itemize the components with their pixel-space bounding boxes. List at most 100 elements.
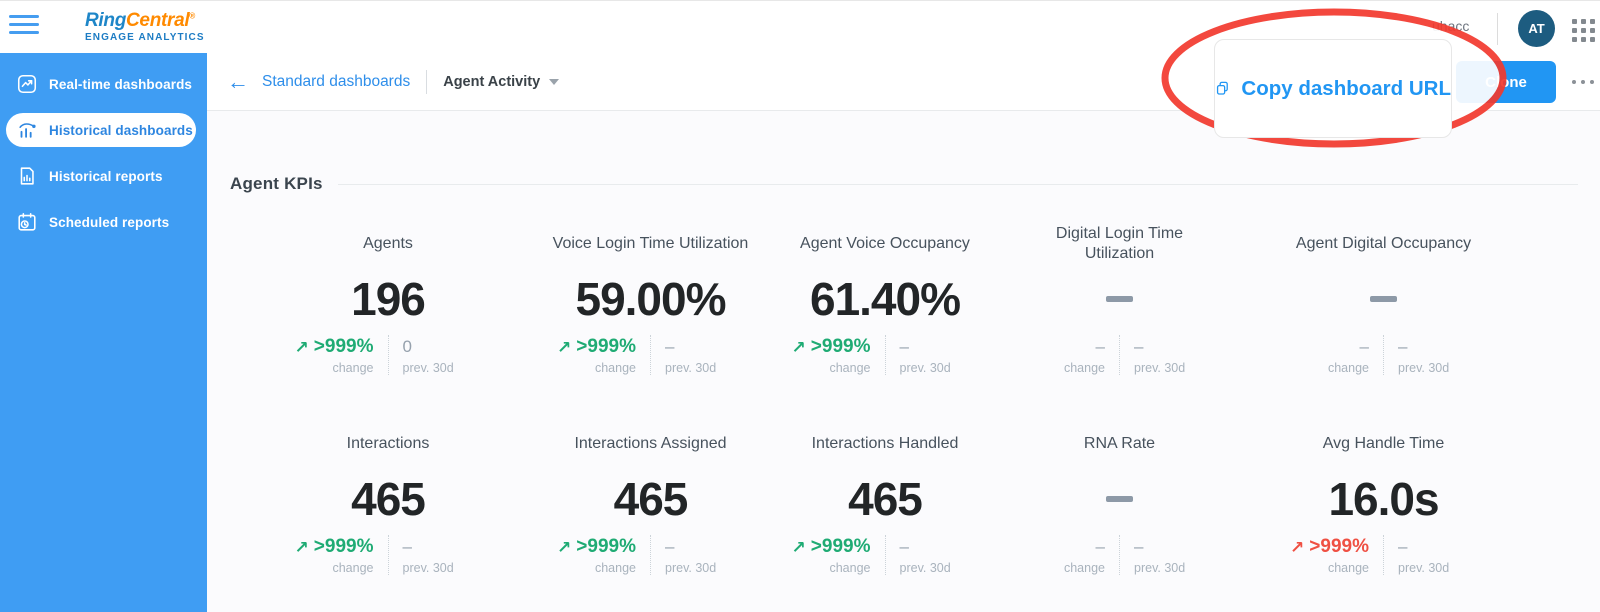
copy-dashboard-url-label: Copy dashboard URL — [1241, 76, 1451, 100]
kpi-previous-caption: prev. 30d — [1134, 361, 1186, 375]
kpi-change-column: – change — [1244, 335, 1384, 375]
no-data-dash — [1106, 496, 1133, 502]
realtime-dashboards-icon — [14, 71, 40, 97]
kpi-change-column: ↗ >999% change — [775, 535, 886, 575]
kpi-card: Voice Login Time Utilization 59.00% ↗ >9… — [526, 221, 775, 375]
account-selector-text[interactable]: uhacc — [1432, 18, 1470, 34]
kpi-change-value: ↗ >999% — [1290, 536, 1369, 557]
kpi-previous-caption: prev. 30d — [1398, 561, 1450, 575]
sidebar-item-historical-reports[interactable]: Historical reports — [6, 159, 196, 193]
apps-grid-icon[interactable] — [1572, 19, 1595, 42]
kpi-value — [1106, 475, 1133, 523]
copy-dashboard-url-button[interactable]: Copy dashboard URL — [1214, 39, 1452, 138]
kpi-change-block: ↗ >999% change – prev. 30d — [526, 535, 775, 575]
kpi-value: 465 — [351, 473, 426, 525]
main-content: Agent KPIs Agents 196 ↗ >999% change 0 p… — [207, 111, 1600, 612]
kpi-label: Avg Handle Time — [1322, 435, 1445, 452]
kpi-value: 16.0s — [1328, 473, 1439, 525]
kpi-card: Agents 196 ↗ >999% change 0 prev. 30d — [250, 221, 526, 375]
hamburger-menu-icon[interactable] — [9, 15, 39, 39]
historical-reports-icon — [14, 163, 40, 189]
trend-arrow-icon: ↗ — [557, 337, 572, 357]
kpi-change-column: – change — [995, 335, 1120, 375]
kpi-grid-row-2: Interactions 465 ↗ >999% change – prev. … — [250, 421, 1600, 575]
kpi-change-column: ↗ >999% change — [526, 535, 651, 575]
breadcrumb-standard-dashboards[interactable]: Standard dashboards — [262, 72, 411, 90]
dashboard-name: Agent Activity — [443, 73, 541, 90]
sidebar-item-scheduled-reports[interactable]: Scheduled reports — [6, 205, 196, 239]
kpi-change-value: – — [1095, 337, 1105, 356]
kpi-previous-column: – prev. 30d — [1384, 535, 1523, 575]
kpi-card: Digital Login Time Utilization – change … — [995, 221, 1244, 375]
kpi-label: RNA Rate — [1083, 435, 1156, 452]
trend-arrow-icon: ↗ — [791, 337, 806, 357]
kpi-previous-column: – prev. 30d — [886, 535, 996, 575]
historical-dashboards-icon — [14, 117, 40, 143]
kpi-change-column: ↗ >999% change — [526, 335, 651, 375]
kpi-change-caption: change — [594, 361, 636, 375]
back-arrow-icon[interactable]: ← — [227, 68, 249, 94]
kpi-previous-value: – — [665, 537, 675, 556]
kpi-change-caption: change — [829, 561, 871, 575]
kpi-previous-column: – prev. 30d — [1384, 335, 1523, 375]
section-title: Agent KPIs — [230, 174, 323, 193]
header-divider — [1497, 13, 1498, 45]
registered-mark: ® — [189, 11, 195, 21]
kpi-change-caption: change — [829, 361, 871, 375]
kpi-change-column: ↗ >999% change — [1244, 535, 1384, 575]
chevron-down-icon — [549, 78, 560, 85]
kpi-previous-column: 0 prev. 30d — [389, 335, 527, 375]
kpi-change-block: – change – prev. 30d — [1244, 335, 1523, 375]
kpi-previous-column: – prev. 30d — [389, 535, 527, 575]
scheduled-reports-icon — [14, 209, 40, 235]
no-data-dash — [1370, 296, 1397, 302]
kpi-change-block: – change – prev. 30d — [995, 535, 1244, 575]
kpi-change-caption: change — [332, 561, 374, 575]
avatar[interactable]: AT — [1518, 10, 1555, 47]
kpi-label: Agent Digital Occupancy — [1295, 235, 1472, 252]
kpi-value — [1370, 275, 1397, 323]
more-menu-button[interactable] — [1570, 76, 1596, 88]
kpi-change-column: ↗ >999% change — [250, 335, 389, 375]
kpi-previous-caption: prev. 30d — [665, 561, 717, 575]
kpi-value — [1106, 275, 1133, 323]
kpi-previous-caption: prev. 30d — [665, 361, 717, 375]
kpi-change-caption: change — [1063, 361, 1105, 375]
kpi-grid-row-1: Agents 196 ↗ >999% change 0 prev. 30d Vo… — [250, 221, 1600, 375]
kpi-previous-column: – prev. 30d — [651, 335, 775, 375]
kpi-previous-value: – — [899, 337, 909, 356]
kpi-change-caption: change — [594, 561, 636, 575]
kpi-label: Agent Voice Occupancy — [800, 235, 970, 252]
dashboard-selector[interactable]: Agent Activity — [443, 73, 560, 90]
trend-arrow-icon: ↗ — [557, 537, 572, 557]
copy-icon — [1216, 81, 1228, 95]
kpi-change-value: ↗ >999% — [557, 336, 636, 357]
kpi-change-value: ↗ >999% — [791, 336, 871, 357]
kpi-previous-value: – — [665, 337, 675, 356]
kpi-change-block: ↗ >999% change – prev. 30d — [250, 535, 526, 575]
kpi-value: 61.40% — [809, 273, 961, 325]
kpi-value: 59.00% — [575, 273, 726, 325]
kpi-card: Interactions Assigned 465 ↗ >999% change… — [526, 421, 775, 575]
kpi-change-value: – — [1359, 337, 1369, 356]
kpi-label: Agents — [363, 235, 413, 252]
kpi-change-caption: change — [1327, 361, 1369, 375]
sidebar-item-real-time-dashboards[interactable]: Real-time dashboards — [6, 67, 196, 101]
clone-button[interactable]: Clone — [1456, 61, 1556, 103]
kpi-previous-value: 0 — [402, 337, 412, 356]
section-header: Agent KPIs — [230, 174, 1578, 194]
kpi-previous-caption: prev. 30d — [1398, 361, 1450, 375]
kpi-change-value: – — [1095, 537, 1105, 556]
kpi-change-value: ↗ >999% — [557, 536, 636, 557]
toolbar-divider — [426, 69, 428, 94]
sidebar-item-historical-dashboards[interactable]: Historical dashboards — [6, 113, 196, 147]
kpi-previous-caption: prev. 30d — [899, 561, 951, 575]
trend-arrow-icon: ↗ — [294, 337, 309, 357]
kpi-previous-column: – prev. 30d — [1120, 335, 1244, 375]
kpi-previous-column: – prev. 30d — [651, 535, 775, 575]
kpi-previous-column: – prev. 30d — [886, 335, 996, 375]
kpi-change-caption: change — [1063, 561, 1105, 575]
kpi-change-value: ↗ >999% — [294, 536, 374, 557]
kpi-previous-value: – — [1134, 337, 1144, 356]
